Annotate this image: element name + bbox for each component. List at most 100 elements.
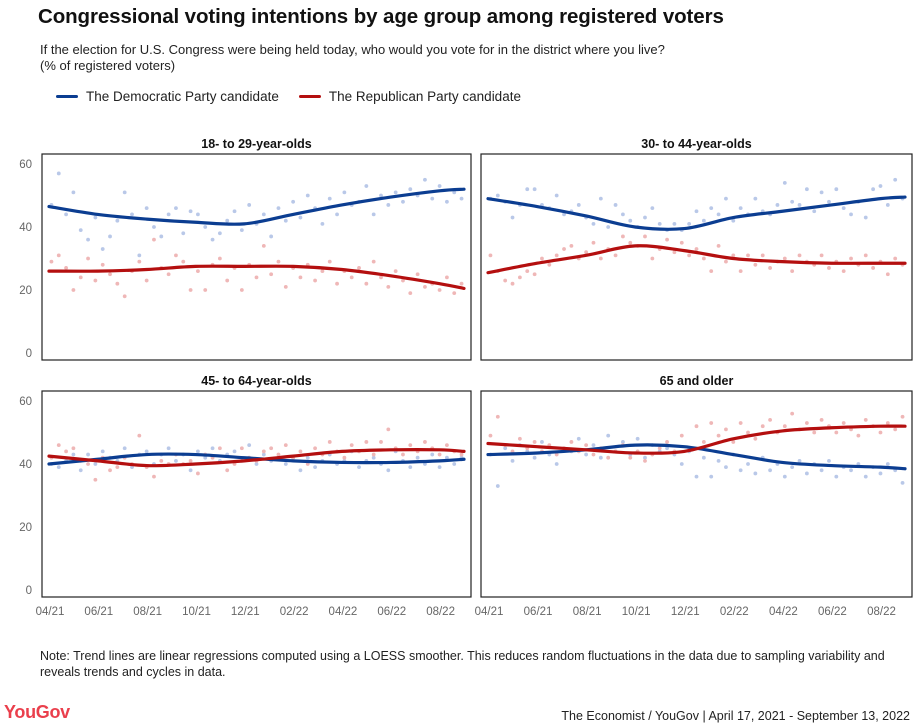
dem-poll-point [687, 221, 692, 226]
panel-title: 65 and older [660, 374, 734, 388]
dem-poll-point [144, 449, 149, 454]
rep-poll-point [188, 288, 193, 292]
dem-poll-point [724, 465, 728, 470]
rep-poll-point [753, 436, 758, 441]
rep-poll-point [643, 458, 647, 463]
dem-poll-point [893, 177, 898, 182]
rep-poll-point [819, 418, 824, 422]
dem-poll-point [635, 436, 640, 441]
panel-title: 30- to 44-year-olds [641, 137, 752, 151]
dem-poll-point [379, 193, 383, 198]
x-tick-label: 12/21 [671, 606, 700, 618]
rep-poll-point [459, 452, 464, 457]
rep-poll-point [203, 288, 208, 292]
dem-poll-point [108, 234, 112, 239]
dem-poll-point [591, 443, 596, 447]
rep-trend-line [486, 424, 907, 455]
rep-poll-point [71, 446, 76, 451]
rep-poll-point [517, 275, 522, 280]
dem-poll-point [210, 446, 215, 451]
rep-poll-point [152, 237, 156, 242]
dem-poll-point [554, 193, 559, 198]
x-tick-label: 04/22 [769, 606, 798, 618]
dem-poll-point [650, 206, 655, 211]
dem-poll-point [827, 458, 831, 463]
rep-poll-point [709, 421, 714, 425]
y-tick-label: 60 [19, 159, 32, 171]
rep-poll-point [144, 278, 149, 283]
dem-poll-point [100, 449, 105, 454]
rep-poll-point [327, 259, 332, 264]
dem-poll-point [679, 462, 684, 466]
rep-poll-point [738, 421, 743, 425]
rep-poll-point [335, 281, 339, 286]
rep-poll-point [196, 269, 200, 273]
rep-poll-point [313, 278, 317, 283]
rep-poll-point [423, 284, 427, 289]
rep-poll-point [56, 253, 61, 258]
panel-2: 30- to 44-year-olds [480, 137, 913, 361]
rep-poll-point [408, 291, 413, 296]
rep-poll-point [122, 294, 127, 299]
rep-poll-point [621, 234, 625, 239]
rep-poll-point [782, 424, 787, 429]
rep-poll-point [687, 253, 692, 258]
dem-poll-point [510, 215, 515, 220]
rep-poll-point [276, 452, 281, 457]
rep-poll-point [86, 256, 90, 261]
rep-poll-point [386, 427, 391, 432]
panel-1: 18- to 29-year-olds 0 20 40 60 [19, 137, 472, 361]
x-tick-label: 04/22 [329, 606, 358, 618]
rep-poll-point [445, 275, 449, 280]
dem-poll-point [849, 212, 853, 217]
dem-poll-point [203, 225, 208, 229]
rep-poll-point [532, 440, 537, 444]
dem-poll-point [100, 247, 105, 251]
dem-poll-point [540, 440, 544, 444]
rep-poll-point [863, 418, 868, 422]
rep-poll-point [753, 262, 758, 267]
dem-poll-point [643, 215, 647, 220]
rep-poll-point [532, 272, 537, 277]
dem-poll-point [694, 209, 699, 214]
dem-poll-point [495, 484, 500, 488]
dem-poll-point [613, 203, 618, 207]
rep-poll-point [159, 458, 164, 463]
dem-poll-point [342, 190, 347, 195]
rep-poll-point [878, 430, 883, 435]
rep-poll-point [665, 440, 669, 444]
yougov-logo: YouGov [4, 702, 70, 722]
dem-trend-line [47, 187, 466, 226]
x-tick-label: 06/21 [524, 606, 553, 618]
panel-frame [41, 390, 472, 598]
dem-poll-point [261, 212, 266, 217]
rep-poll-point [716, 433, 721, 438]
x-tick-label: 06/21 [84, 606, 113, 618]
rep-poll-point [108, 272, 112, 277]
rep-poll-point [445, 443, 449, 447]
dem-poll-point [459, 196, 464, 201]
dem-poll-point [174, 206, 178, 211]
dem-poll-point [445, 455, 449, 460]
dem-poll-point [768, 468, 772, 473]
dem-poll-point [709, 206, 714, 211]
rep-poll-point [657, 446, 662, 451]
rep-poll-point [900, 414, 905, 419]
dem-poll-point [64, 212, 68, 217]
rep-poll-point [437, 452, 442, 457]
rep-poll-point [64, 266, 68, 270]
rep-poll-point [371, 259, 376, 264]
rep-poll-point [108, 468, 112, 473]
rep-poll-point [239, 288, 244, 292]
dem-poll-point [423, 177, 427, 182]
rep-poll-point [827, 266, 831, 270]
dem-poll-point [364, 184, 369, 188]
rep-poll-point [819, 253, 824, 258]
dem-poll-point [790, 465, 795, 470]
rep-poll-point [261, 244, 266, 248]
y-tick-label: 40 [19, 459, 32, 471]
rep-poll-point [364, 281, 369, 286]
dem-trend-line [486, 195, 907, 231]
rep-poll-point [591, 240, 596, 245]
dem-poll-point [621, 212, 625, 217]
